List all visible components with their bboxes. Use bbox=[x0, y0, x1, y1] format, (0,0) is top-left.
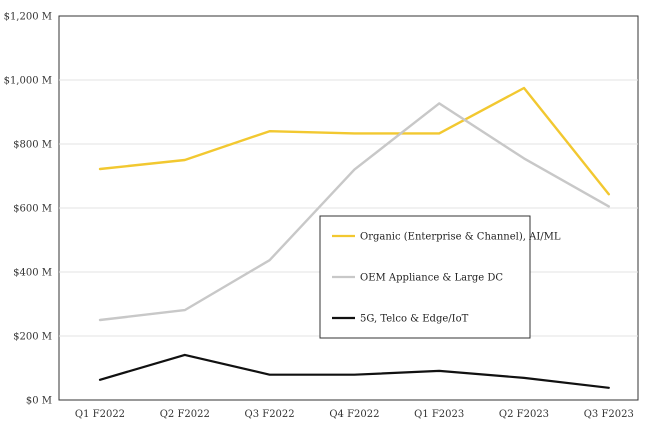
y-tick-label: $400 M bbox=[13, 268, 52, 279]
x-tick-label: Q4 F2022 bbox=[329, 409, 379, 420]
x-tick-label: Q2 F2023 bbox=[499, 409, 549, 420]
x-tick-label: Q2 F2022 bbox=[160, 409, 210, 420]
x-tick-label: Q1 F2023 bbox=[414, 409, 464, 420]
y-tick-label: $0 M bbox=[26, 396, 52, 407]
y-tick-label: $1,000 M bbox=[4, 76, 52, 87]
y-tick-label: $1,200 M bbox=[4, 12, 52, 23]
legend-label: 5G, Telco & Edge/IoT bbox=[360, 314, 469, 325]
y-tick-label: $800 M bbox=[13, 140, 52, 151]
x-tick-label: Q1 F2022 bbox=[75, 409, 125, 420]
legend: Organic (Enterprise & Channel), AI/ML OEM… bbox=[320, 216, 561, 338]
y-tick-label: $200 M bbox=[13, 332, 52, 343]
legend-label: Organic (Enterprise & Channel), AI/ML bbox=[360, 232, 561, 243]
x-tick-label: Q3 F2022 bbox=[245, 409, 295, 420]
legend-label: OEM Appliance & Large DC bbox=[360, 273, 503, 284]
x-tick-label: Q3 F2023 bbox=[584, 409, 634, 420]
y-axis-ticks: $0 M $200 M $400 M $600 M $800 M $1,000 M $1,2… bbox=[4, 12, 52, 407]
y-tick-label: $600 M bbox=[13, 204, 52, 215]
x-axis-ticks: Q1 F2022 Q2 F2022 Q3 F2022 Q4 F2022 Q1 F2023… bbox=[75, 409, 634, 420]
